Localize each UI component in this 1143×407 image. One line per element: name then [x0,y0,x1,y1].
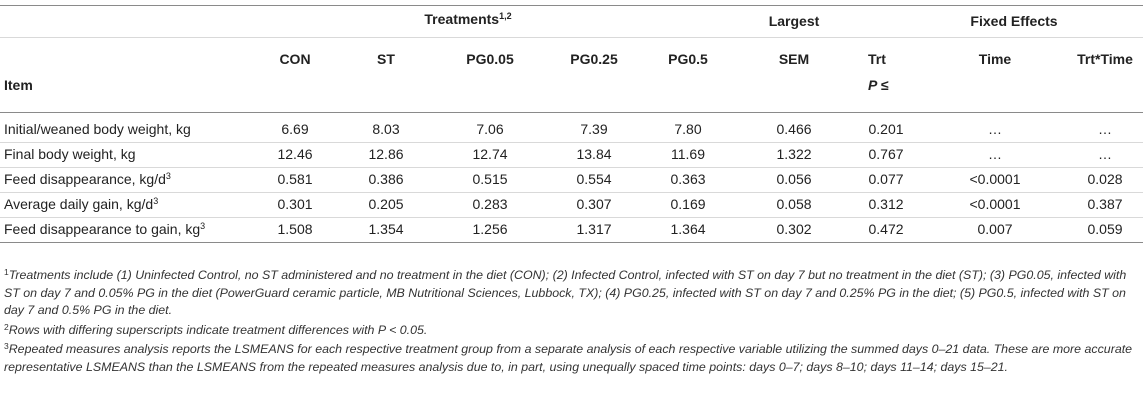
footnotes: 1Treatments include (1) Uninfected Contr… [4,267,1136,379]
cell-time: <0.0001 [969,196,1021,212]
footnote: 2Rows with differing superscripts indica… [4,322,1136,340]
cell-time: 0.007 [977,221,1013,237]
largest-header: Largest [768,13,820,29]
treatments-group-sup: 1,2 [499,11,512,21]
row-item-label: Initial/weaned body weight, kg [4,121,191,137]
row-item-label: Average daily gain, kg/d3 [4,196,159,212]
row-item-label: Feed disappearance to gain, kg3 [4,221,206,237]
row-rule [0,142,1143,143]
cell-time: <0.0001 [969,171,1021,187]
cell-trt: 0.312 [868,196,904,212]
col-header-pg005: PG0.05 [466,51,514,67]
col-header-con: CON [279,51,311,67]
cell-pg05: 11.69 [671,146,705,162]
cell-con: 12.46 [277,146,313,162]
cell-con: 6.69 [281,121,309,137]
cell-pg025: 7.39 [580,121,608,137]
treatments-group-header: Treatments1,2 [424,11,511,28]
footnote: 1Treatments include (1) Uninfected Contr… [4,267,1136,320]
cell-st: 12.86 [368,146,404,162]
table-bottom-rule [0,242,1143,243]
cell-trt-time: … [1098,146,1112,162]
cell-trt-time: 0.387 [1087,196,1123,212]
item-header: Item [4,77,33,93]
table-top-rule [0,5,1143,6]
col-header-time: Time [978,51,1012,67]
cell-pg05: 0.169 [670,196,706,212]
group-header-rule [0,37,1143,38]
cell-pg005: 1.256 [472,221,508,237]
row-item-label: Feed disappearance, kg/d3 [4,171,171,187]
cell-pg005: 0.283 [472,196,508,212]
cell-pg05: 1.364 [670,221,706,237]
cell-trt-time: 0.028 [1087,171,1123,187]
treatments-group-label: Treatments [424,11,500,27]
cell-trt: 0.077 [868,171,904,187]
row-rule [0,192,1143,193]
cell-pg005: 0.515 [472,171,508,187]
row-item-label: Final body weight, kg [4,146,136,162]
col-header-st: ST [377,51,395,67]
row-rule [0,217,1143,218]
cell-pg025: 13.84 [576,146,612,162]
cell-trt-time: … [1098,121,1112,137]
cell-sem: 0.466 [776,121,812,137]
cell-trt-time: 0.059 [1087,221,1123,237]
footnote-marker: 1 [4,267,9,277]
cell-pg005: 12.74 [472,146,508,162]
col-header-pg05: PG0.5 [668,51,708,67]
footnote: 3Repeated measures analysis reports the … [4,341,1136,376]
cell-trt: 0.472 [868,221,904,237]
cell-sem: 0.302 [776,221,812,237]
cell-time: … [988,121,1002,137]
footnote-marker: 3 [4,341,9,352]
footnote-marker: 2 [4,321,9,332]
p-value-label: P ≤ [868,77,889,93]
cell-con: 0.301 [277,196,313,212]
col-header-sem: SEM [778,51,810,67]
fixed-effects-header: Fixed Effects [970,13,1058,29]
cell-st: 0.386 [368,171,404,187]
cell-con: 0.581 [277,171,313,187]
cell-st: 0.205 [368,196,404,212]
col-header-trt: Trt [868,51,886,67]
cell-trt: 0.201 [868,121,904,137]
header-bottom-rule [0,112,1143,113]
cell-pg025: 0.307 [576,196,612,212]
cell-time: … [988,146,1002,162]
cell-sem: 0.058 [776,196,812,212]
cell-st: 1.354 [368,221,404,237]
cell-pg025: 1.317 [576,221,612,237]
col-header-pg025: PG0.25 [570,51,618,67]
cell-pg05: 0.363 [670,171,706,187]
cell-pg025: 0.554 [576,171,612,187]
footnote-text: Treatments include (1) Uninfected Contro… [4,268,1127,318]
row-rule [0,167,1143,168]
cell-sem: 1.322 [776,146,812,162]
footnote-text: Repeated measures analysis reports the L… [4,342,1133,374]
cell-pg05: 7.80 [674,121,702,137]
cell-st: 8.03 [372,121,400,137]
cell-sem: 0.056 [776,171,812,187]
cell-trt: 0.767 [868,146,904,162]
footnote-text: Rows with differing superscripts indicat… [8,322,428,337]
col-header-trt-time: Trt*Time [1077,51,1133,67]
cell-pg005: 7.06 [476,121,504,137]
cell-con: 1.508 [277,221,313,237]
